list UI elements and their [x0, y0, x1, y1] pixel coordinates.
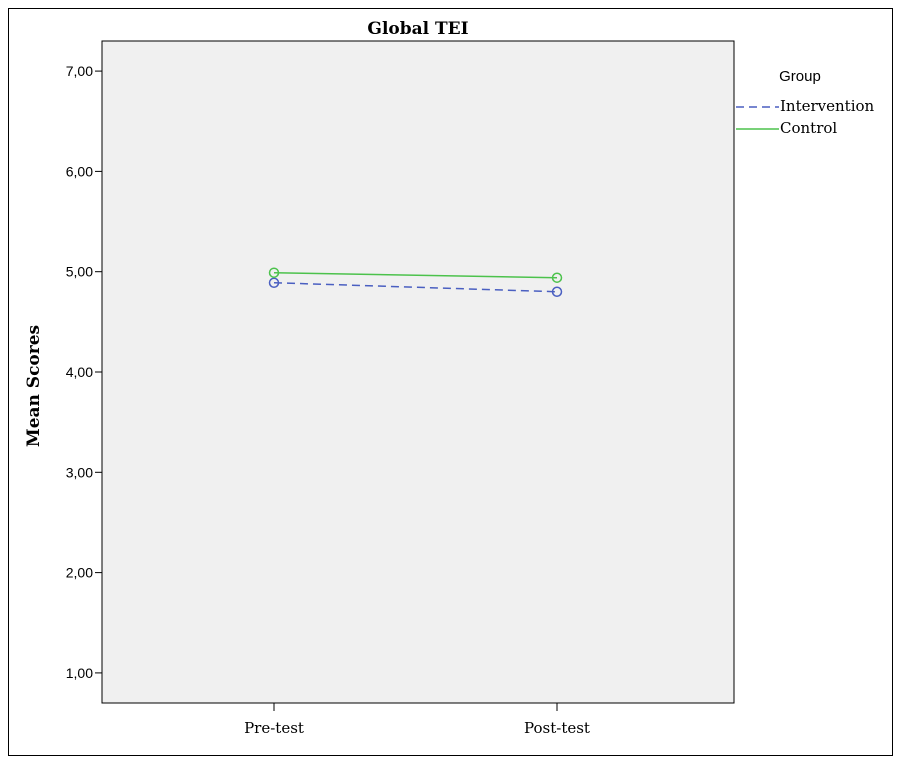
chart-figure: 1,00 2,00 3,00 4,00 5,00 6,00 7,00 Pre-test Pos…: [8, 8, 893, 756]
y-axis: 1,00 2,00 3,00 4,00 5,00 6,00 7,00: [66, 63, 102, 681]
y-tick-label: 1,00: [66, 665, 93, 681]
series-line-control: [273, 271, 558, 279]
series-line-intervention: [273, 281, 558, 293]
legend-label-intervention: Intervention: [780, 97, 875, 115]
series-layer: [268, 267, 563, 298]
chart-title: Global TEI: [367, 19, 468, 39]
legend: Group Intervention Control: [736, 68, 875, 137]
y-tick-label: 3,00: [66, 464, 93, 480]
chart-svg: 1,00 2,00 3,00 4,00 5,00 6,00 7,00 Pre-test Pos…: [24, 19, 875, 737]
x-tick-label: Post-test: [524, 719, 590, 737]
y-tick-label: 7,00: [66, 63, 93, 79]
y-axis-label: Mean Scores: [24, 325, 44, 447]
data-point-intervention: [551, 286, 563, 298]
data-point-intervention: [268, 277, 280, 288]
data-point-control: [551, 272, 563, 283]
legend-label-control: Control: [780, 119, 837, 137]
x-tick-label: Pre-test: [244, 719, 304, 737]
plot-area: [101, 40, 735, 704]
y-tick-label: 6,00: [66, 163, 93, 179]
data-point-control: [268, 267, 280, 278]
legend-title: Group: [779, 68, 821, 85]
x-axis: Pre-test Post-test: [244, 703, 590, 737]
y-tick-label: 5,00: [66, 264, 93, 280]
y-tick-label: 2,00: [66, 565, 93, 581]
y-tick-label: 4,00: [66, 364, 93, 380]
